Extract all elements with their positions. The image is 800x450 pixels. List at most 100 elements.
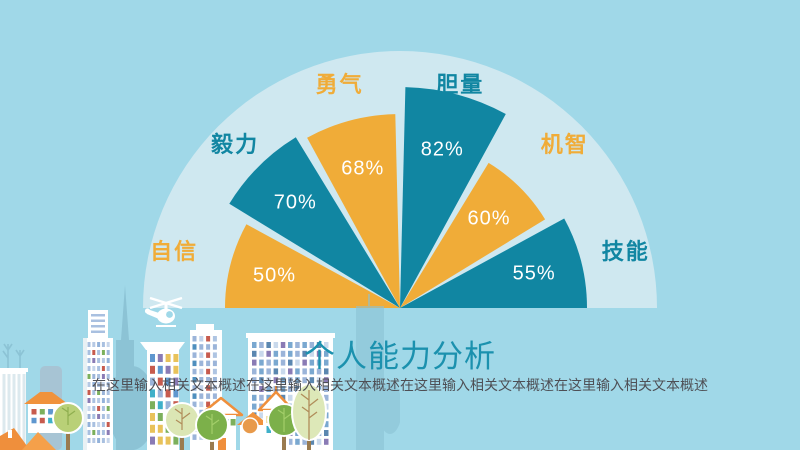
window xyxy=(309,368,315,375)
window xyxy=(273,359,279,366)
window xyxy=(2,374,6,448)
window xyxy=(92,390,96,395)
window xyxy=(324,421,329,428)
cityscape-illustration xyxy=(0,285,400,450)
window xyxy=(324,394,329,401)
window xyxy=(212,344,217,350)
window xyxy=(212,385,217,391)
window xyxy=(87,366,91,371)
window xyxy=(92,422,96,427)
window xyxy=(7,374,11,448)
window xyxy=(316,438,322,445)
window xyxy=(157,389,163,398)
chart-sector-wit xyxy=(400,162,546,308)
window xyxy=(324,386,329,392)
window xyxy=(106,406,110,411)
window xyxy=(150,377,155,386)
window xyxy=(288,438,293,445)
window xyxy=(199,377,204,383)
window xyxy=(212,360,217,367)
window xyxy=(92,374,96,379)
window xyxy=(165,436,171,445)
window xyxy=(302,377,307,384)
window xyxy=(106,422,110,427)
window xyxy=(316,359,322,366)
window xyxy=(295,386,300,392)
window xyxy=(316,377,322,384)
window xyxy=(101,398,105,403)
window xyxy=(259,368,264,375)
window xyxy=(106,374,110,379)
window xyxy=(206,385,211,391)
window xyxy=(206,368,211,375)
window xyxy=(106,390,110,395)
window xyxy=(252,386,257,392)
window xyxy=(91,314,105,317)
window xyxy=(101,350,105,355)
window xyxy=(97,382,101,387)
window xyxy=(302,438,307,445)
window xyxy=(106,382,110,387)
window xyxy=(316,350,322,357)
window xyxy=(280,368,286,375)
window xyxy=(97,422,101,427)
window xyxy=(199,401,204,408)
window xyxy=(192,434,197,440)
window xyxy=(157,424,163,433)
window xyxy=(106,350,110,355)
chart-sector-skill xyxy=(400,218,587,308)
window xyxy=(266,368,271,375)
window xyxy=(252,394,257,401)
window xyxy=(87,390,91,395)
window xyxy=(92,430,96,435)
window xyxy=(206,377,211,383)
window xyxy=(39,417,45,424)
window xyxy=(157,365,163,374)
window xyxy=(288,377,293,384)
window xyxy=(192,344,197,350)
window xyxy=(206,360,211,367)
window xyxy=(101,342,105,347)
window xyxy=(302,359,307,366)
window xyxy=(97,342,101,347)
window xyxy=(295,350,300,357)
window xyxy=(192,368,197,375)
window xyxy=(97,398,101,403)
window xyxy=(97,414,101,419)
window xyxy=(324,368,329,375)
window xyxy=(92,438,96,443)
window xyxy=(150,389,155,398)
window xyxy=(87,382,91,387)
window xyxy=(91,330,105,333)
window xyxy=(280,377,286,384)
window xyxy=(288,342,293,348)
window xyxy=(302,368,307,375)
window xyxy=(199,336,204,342)
window xyxy=(212,377,217,383)
window xyxy=(192,336,197,342)
window xyxy=(266,359,271,366)
window xyxy=(22,374,26,448)
window xyxy=(259,359,264,366)
window xyxy=(106,398,110,403)
window xyxy=(199,352,204,358)
window xyxy=(324,350,329,357)
window xyxy=(259,412,264,419)
window xyxy=(252,350,257,357)
window xyxy=(309,438,315,445)
window xyxy=(87,398,91,403)
window xyxy=(101,430,105,435)
window xyxy=(150,365,155,374)
window xyxy=(91,319,105,322)
chart-sector-boldness xyxy=(400,87,506,308)
window xyxy=(288,394,293,401)
window xyxy=(150,424,155,433)
window xyxy=(280,359,286,366)
window xyxy=(288,368,293,375)
window xyxy=(212,352,217,358)
window xyxy=(273,368,279,375)
window xyxy=(273,377,279,384)
window xyxy=(157,413,163,421)
window xyxy=(302,350,307,357)
